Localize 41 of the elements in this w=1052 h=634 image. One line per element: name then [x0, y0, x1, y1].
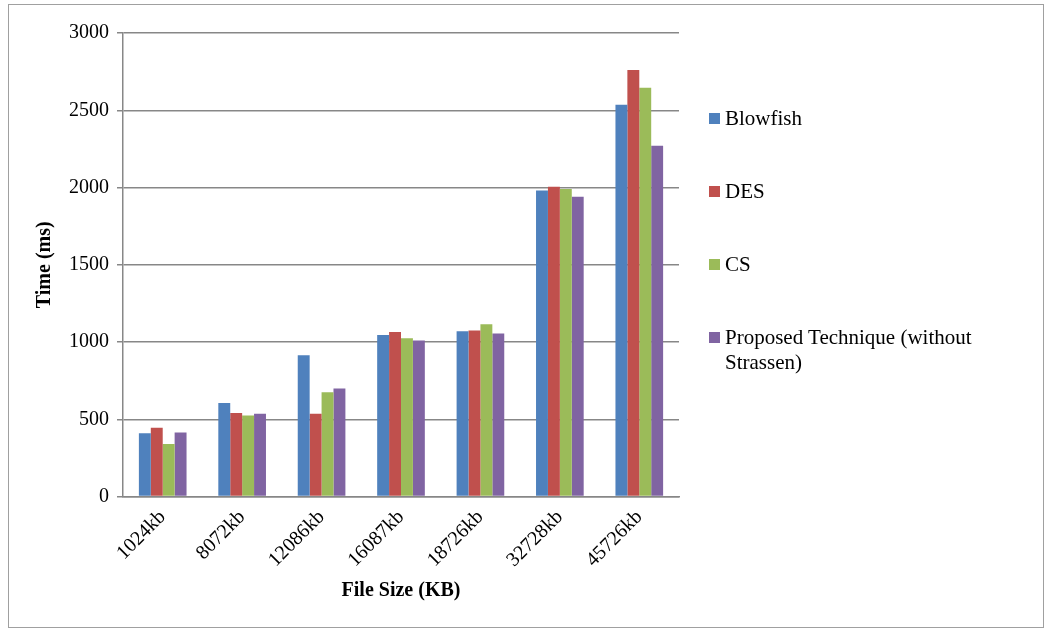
bar [456, 331, 469, 496]
bar [162, 444, 175, 496]
bar [242, 415, 255, 496]
legend-label: CS [725, 251, 751, 277]
bar [230, 413, 243, 496]
x-axis-title: File Size (KB) [341, 578, 461, 602]
bar [480, 324, 493, 496]
y-tick-label: 3000 [69, 20, 109, 43]
y-tick-label: 2500 [69, 97, 109, 120]
bar [615, 104, 628, 496]
y-tick-label: 0 [99, 483, 109, 506]
bar [571, 196, 584, 496]
bar [547, 186, 560, 496]
bar [138, 433, 151, 496]
bar [309, 413, 322, 496]
bar [150, 427, 163, 496]
bar [389, 331, 401, 496]
bar [254, 413, 266, 496]
y-tick-label: 1000 [69, 329, 109, 352]
bar [333, 388, 346, 496]
bar [321, 392, 334, 496]
y-axis-title: Time (ms) [32, 221, 56, 309]
bar [412, 340, 425, 496]
legend-label: Blowfish [725, 105, 803, 131]
bar [639, 87, 652, 496]
bar [377, 335, 390, 496]
y-tick-label: 1500 [69, 252, 109, 275]
bar [536, 190, 548, 496]
bar [401, 338, 413, 496]
y-tick-label: 500 [79, 406, 109, 429]
bar [297, 355, 310, 496]
legend-label: DES [725, 178, 765, 204]
y-tick-label: 2000 [69, 174, 109, 197]
bar [651, 145, 664, 496]
bar [468, 330, 481, 496]
bar [559, 189, 572, 496]
bar [174, 432, 187, 496]
bar [218, 403, 231, 496]
bar [492, 333, 505, 496]
bar [627, 70, 640, 496]
legend-label: Proposed Technique (without Strassen) [725, 324, 973, 375]
